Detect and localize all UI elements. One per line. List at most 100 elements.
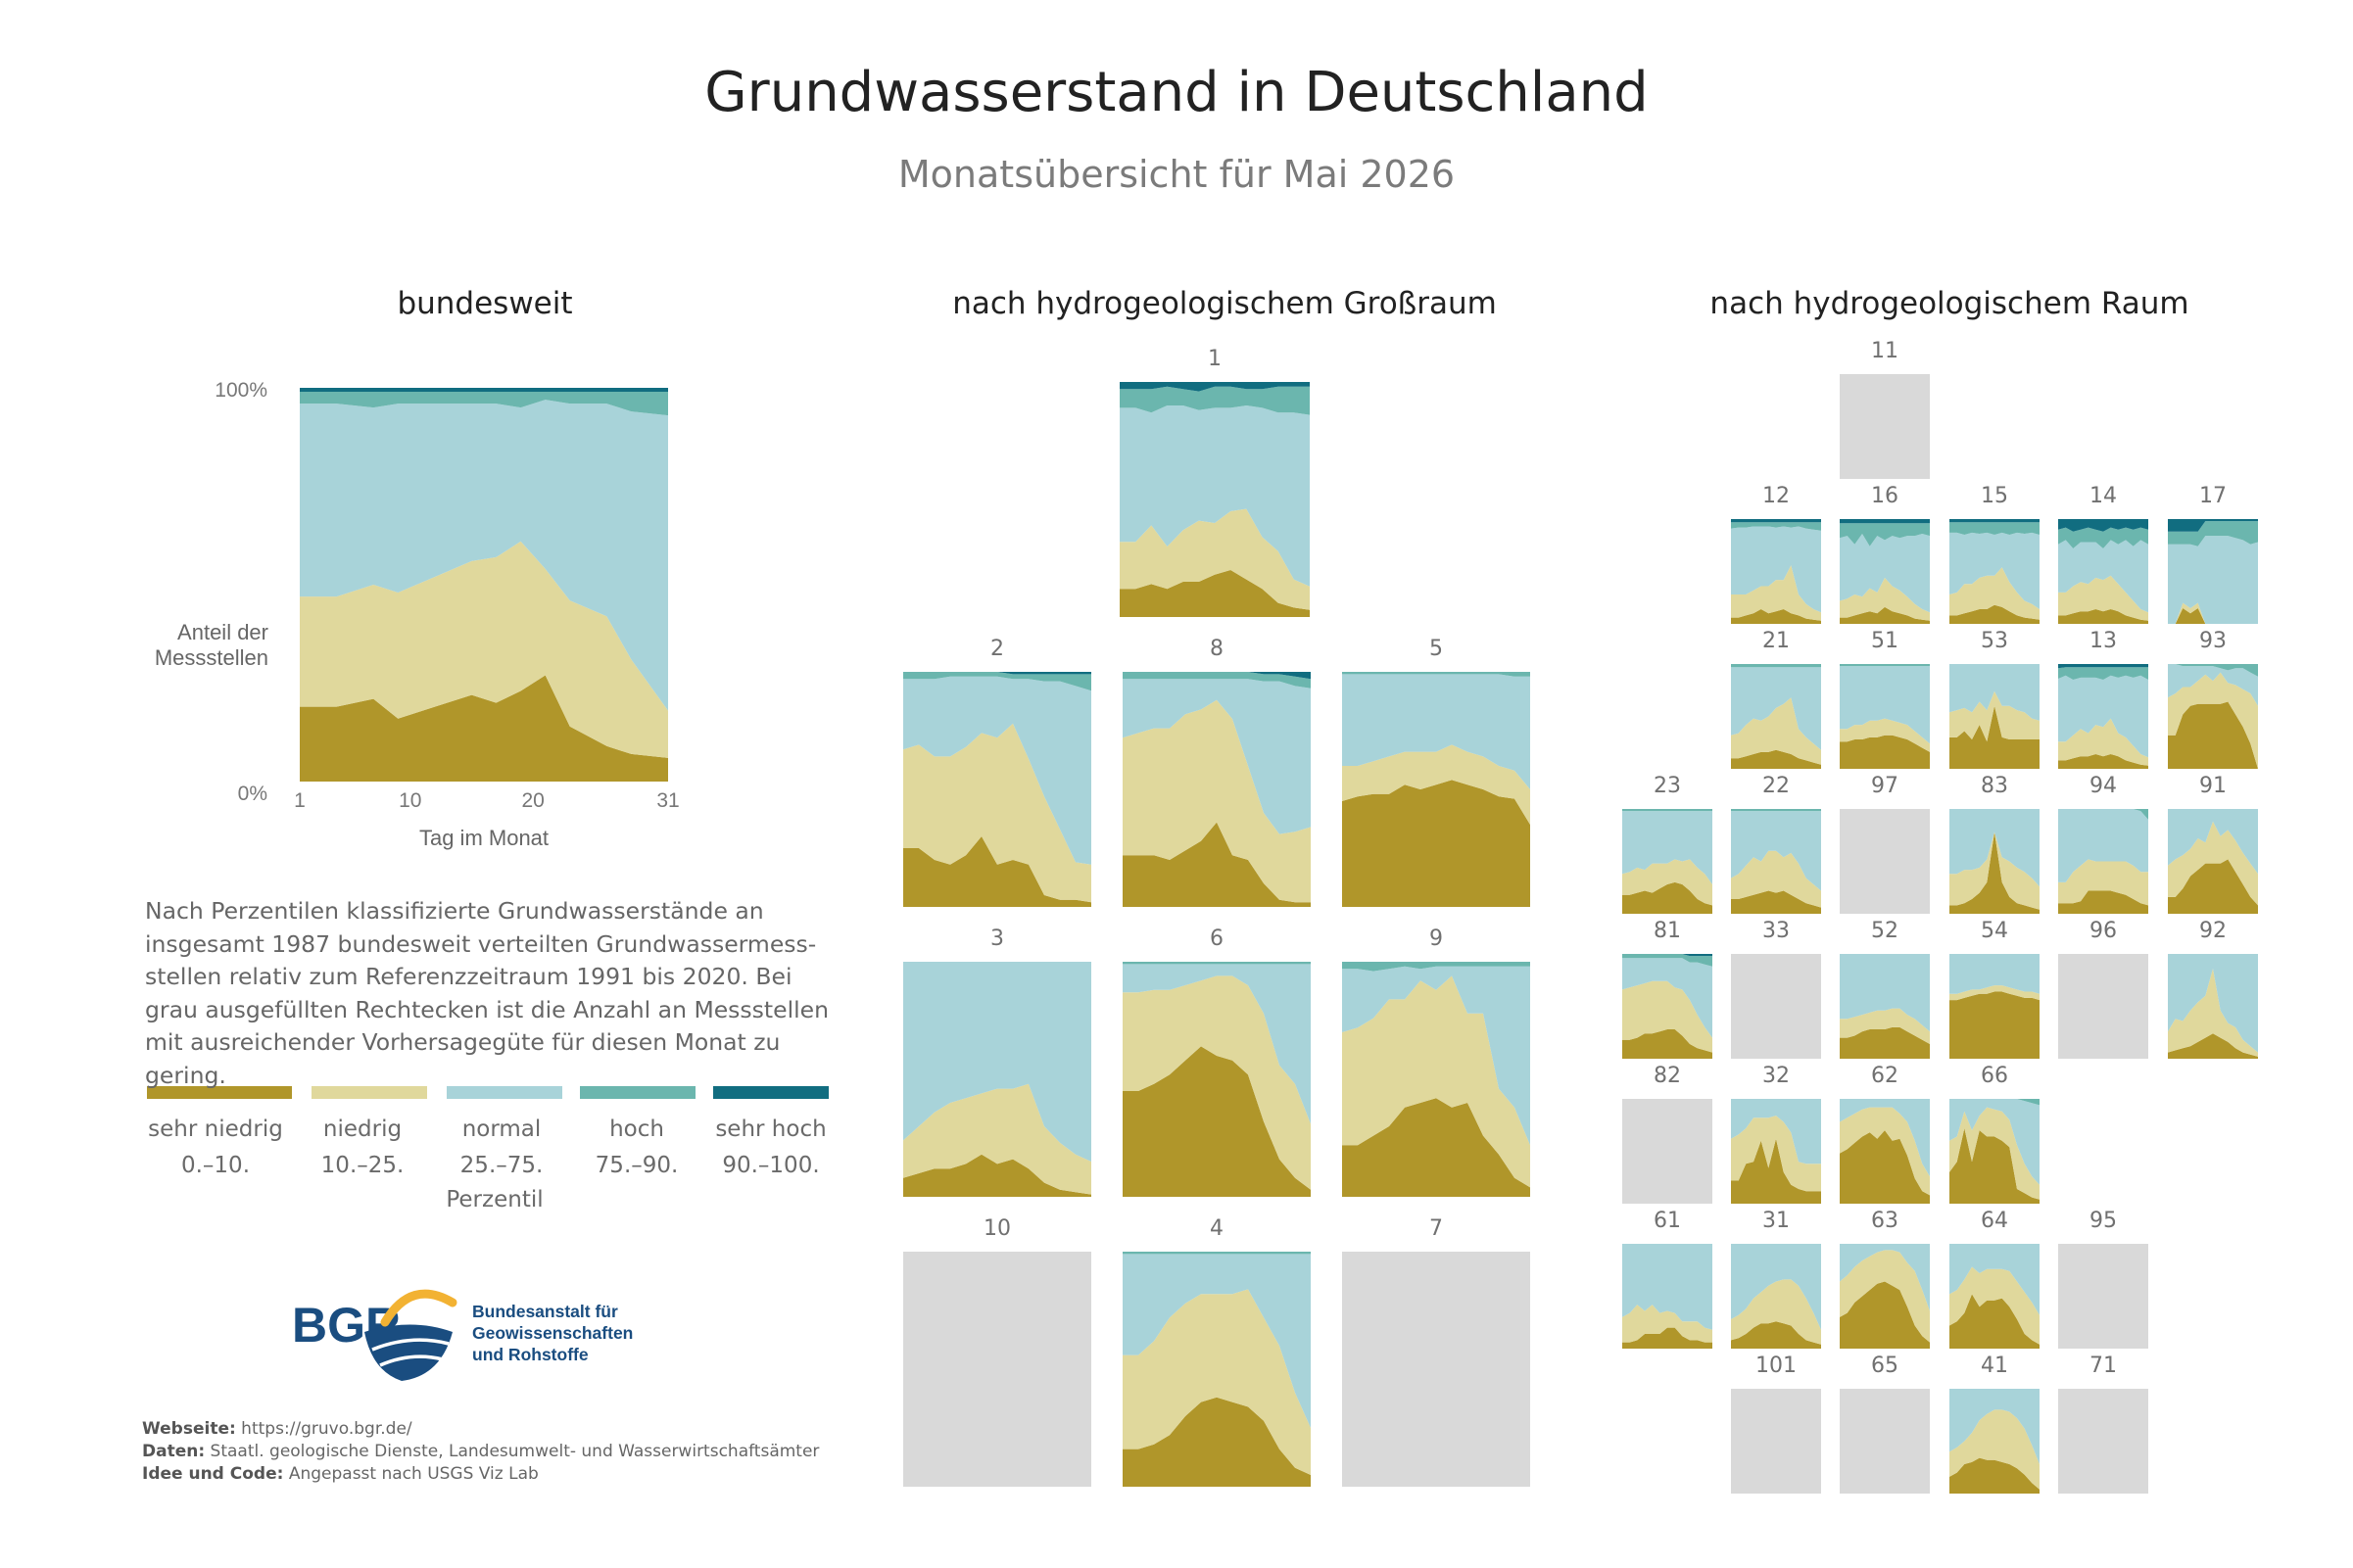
regional-panel-82: 82 xyxy=(1622,1064,1712,1204)
major-panel-6: 6 xyxy=(1123,927,1311,1197)
regional-band-normal xyxy=(2058,540,2148,613)
page-title: Grundwasserstand in Deutschland xyxy=(704,61,1649,124)
regional-band-sehr-hoch xyxy=(2058,519,2148,532)
major-band-sehr-hoch xyxy=(903,672,1091,675)
regional-band-sehr-niedrig xyxy=(1622,1327,1712,1349)
regional-panel-label: 81 xyxy=(1654,919,1681,943)
regional-panel-label: 71 xyxy=(2089,1354,2117,1378)
regional-panel-label: 11 xyxy=(1871,339,1898,363)
regional-panel-32: 32 xyxy=(1731,1064,1821,1204)
regional-band-normal xyxy=(1949,1099,2040,1185)
major-band-hoch xyxy=(1123,672,1311,689)
major-band-sehr-niedrig xyxy=(903,1154,1091,1197)
regional-panel-label: 41 xyxy=(1981,1354,2008,1378)
regional-panel-22: 22 xyxy=(1731,774,1821,914)
major-band-sehr-niedrig xyxy=(1120,570,1310,617)
regional-no-data-rect xyxy=(2058,954,2148,1059)
regional-band-niedrig xyxy=(1731,1279,1821,1345)
regional-band-niedrig xyxy=(1622,980,1712,1053)
footer-data-label: Daten: xyxy=(142,1442,206,1461)
major-band-sehr-niedrig xyxy=(1123,1046,1311,1197)
major-panel-label: 9 xyxy=(1429,927,1443,951)
regional-band-sehr-niedrig xyxy=(1840,606,1930,624)
regional-band-normal xyxy=(1840,534,1930,613)
national-y-tick-label: 100% xyxy=(215,379,267,402)
national-band-hoch xyxy=(300,392,668,416)
regional-panel-31: 31 xyxy=(1731,1209,1821,1349)
national-x-tick-label: 20 xyxy=(521,789,544,812)
major-band-sehr-hoch xyxy=(1123,672,1311,680)
regional-band-normal xyxy=(2058,809,2148,882)
legend-label-sehr-niedrig: sehr niedrig xyxy=(148,1117,283,1142)
regional-band-niedrig xyxy=(1840,718,1930,752)
regional-panel-label: 31 xyxy=(1762,1209,1790,1233)
major-band-sehr-niedrig xyxy=(1123,1397,1311,1487)
regional-band-sehr-niedrig xyxy=(1949,1128,2040,1204)
legend-range-normal: 25.–75. xyxy=(459,1153,544,1178)
logo-line-2: Geowissenschaften xyxy=(472,1323,634,1343)
regional-panel-93: 93 xyxy=(2168,629,2258,769)
footer-credits-label: Idee und Code: xyxy=(142,1464,284,1484)
major-band-normal xyxy=(903,962,1091,1162)
regional-band-normal xyxy=(1731,1244,1821,1330)
national-band-sehr-hoch xyxy=(300,388,668,392)
regional-band-hoch xyxy=(1949,522,2040,535)
regional-panel-label: 91 xyxy=(2199,774,2227,798)
regional-panel-label: 12 xyxy=(1762,484,1790,508)
regional-panel-label: 54 xyxy=(1981,919,2008,943)
regional-band-sehr-niedrig xyxy=(1622,881,1712,914)
page-subtitle: Monatsübersicht für Mai 2026 xyxy=(897,153,1456,196)
regional-band-niedrig xyxy=(1840,1107,1930,1196)
legend-swatch-hoch xyxy=(580,1086,696,1099)
regional-panel-label: 15 xyxy=(1981,484,2008,508)
regional-panel-label: 32 xyxy=(1762,1064,1790,1088)
footer-website-label: Webseite: xyxy=(142,1419,236,1439)
regional-band-hoch xyxy=(1840,523,1930,546)
regional-band-hoch xyxy=(2168,521,2258,546)
major-panel-9: 9 xyxy=(1342,927,1530,1197)
regional-band-sehr-niedrig xyxy=(1840,735,1930,769)
regional-band-niedrig xyxy=(2058,859,2148,906)
regional-band-sehr-niedrig xyxy=(1731,609,1821,624)
regional-band-hoch xyxy=(1731,522,1821,531)
regional-panel-label: 14 xyxy=(2089,484,2117,508)
regional-panel-65: 65 xyxy=(1840,1354,1930,1494)
regional-band-niedrig xyxy=(1949,985,2040,1001)
section-title-regional: nach hydrogeologischem Raum xyxy=(1709,286,2189,321)
major-panel-8: 8 xyxy=(1123,637,1311,907)
regional-band-hoch xyxy=(1840,664,1930,667)
regional-band-normal xyxy=(1840,666,1930,744)
regional-panel-94: 94 xyxy=(2058,774,2148,914)
regional-band-sehr-niedrig xyxy=(1949,991,2040,1059)
regional-band-sehr-hoch xyxy=(1731,519,1821,523)
regional-band-niedrig xyxy=(1949,1409,2040,1490)
major-band-sehr-niedrig xyxy=(1342,1098,1530,1197)
regional-panel-53: 53 xyxy=(1949,629,2040,769)
footer-data-source: Daten: Staatl. geologische Dienste, Land… xyxy=(142,1442,819,1461)
logo-line-3: und Rohstoffe xyxy=(472,1345,589,1364)
regional-band-sehr-niedrig xyxy=(1731,1321,1821,1349)
regional-panel-23: 23 xyxy=(1622,774,1712,914)
regional-band-niedrig xyxy=(1840,577,1930,621)
regional-panel-label: 93 xyxy=(2199,629,2227,653)
regional-band-sehr-niedrig xyxy=(2168,701,2258,769)
regional-band-sehr-niedrig xyxy=(1840,1026,1930,1059)
major-no-data-rect xyxy=(1342,1252,1530,1487)
regional-panel-41: 41 xyxy=(1949,1354,2040,1494)
regional-band-niedrig xyxy=(1949,567,2040,620)
legend-swatch-sehr-niedrig xyxy=(147,1086,292,1099)
legend-range-sehr-niedrig: 0.–10. xyxy=(180,1153,251,1178)
regional-band-sehr-niedrig xyxy=(2168,859,2258,914)
major-panel-label: 5 xyxy=(1429,637,1443,661)
footer-website-text: https://gruvo.bgr.de/ xyxy=(235,1419,412,1439)
national-band-niedrig xyxy=(300,541,668,758)
footer-credits-text: Angepasst nach USGS Viz Lab xyxy=(283,1464,539,1484)
legend-swatches xyxy=(147,1086,829,1099)
regional-band-sehr-niedrig xyxy=(1949,604,2040,624)
regional-panel-label: 23 xyxy=(1654,774,1681,798)
regional-band-niedrig xyxy=(1949,1266,2040,1345)
regional-panel-label: 33 xyxy=(1762,919,1790,943)
major-band-normal xyxy=(1342,966,1530,1146)
regional-band-sehr-niedrig xyxy=(1949,1457,2040,1494)
regional-panel-66: 66 xyxy=(1949,1064,2040,1204)
